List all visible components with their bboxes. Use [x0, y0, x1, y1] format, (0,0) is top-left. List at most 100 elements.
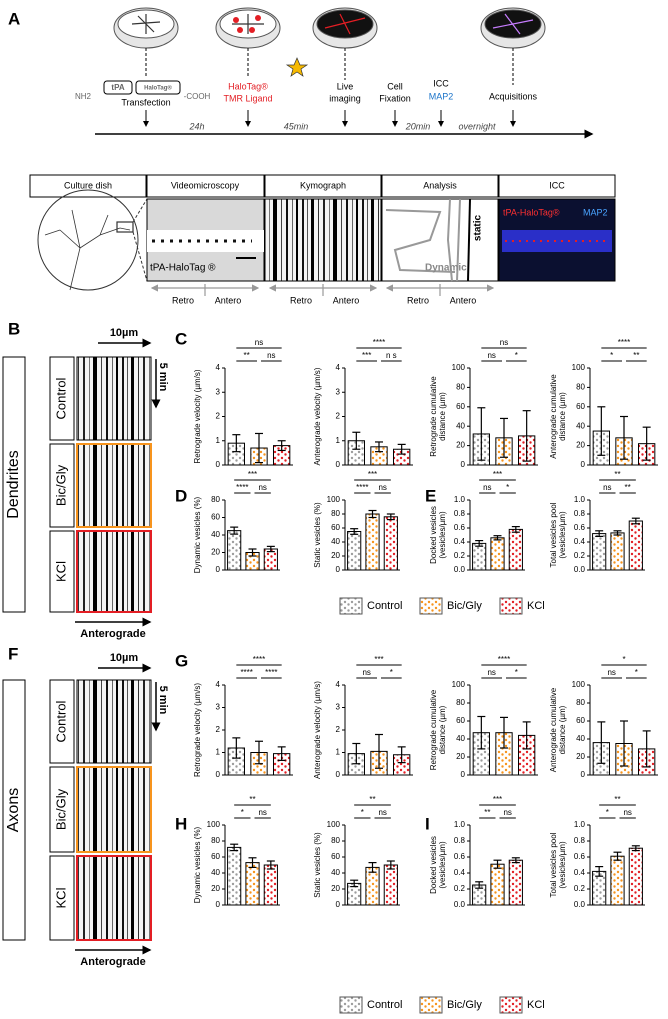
- pipeline-boxes: [29, 174, 616, 198]
- y-axis-label: Retrograde cumulative: [429, 689, 438, 770]
- panel-label: D: [175, 486, 187, 505]
- y-tick-label: 1: [216, 748, 221, 757]
- bar: [610, 855, 625, 906]
- significance-label: **: [633, 351, 639, 360]
- y-tick-label: 0.2: [454, 551, 466, 560]
- y-tick-label: 100: [207, 820, 221, 829]
- step-label: imaging: [329, 93, 361, 103]
- y-axis-label: Total vesicles pool: [549, 832, 558, 897]
- y-tick-label: 0: [461, 460, 466, 469]
- construct-nh2: NH2: [75, 92, 92, 101]
- y-tick-label: 100: [452, 680, 466, 689]
- condition-label: Control: [53, 700, 68, 742]
- y-axis-label: (vesicles/µm): [558, 511, 567, 559]
- y-tick-label: 80: [331, 836, 340, 845]
- y-tick-label: 0: [581, 770, 586, 779]
- bar: [592, 533, 607, 571]
- analysis-label: static: [473, 215, 484, 242]
- significance-label: ***: [248, 470, 257, 479]
- step-label: HaloTag®: [228, 81, 268, 91]
- y-axis-label: Anterograde velocity (µm/s): [313, 681, 322, 779]
- direction-label: Retro: [407, 295, 429, 305]
- y-tick-label: 20: [456, 752, 465, 761]
- star-icon: [285, 57, 309, 77]
- y-tick-label: 60: [576, 716, 585, 725]
- compartment-label: Axons: [5, 788, 22, 832]
- y-tick-label: 2: [336, 412, 341, 421]
- y-tick-label: 0.4: [454, 868, 466, 877]
- direction-label: Anterograde: [80, 628, 145, 640]
- y-tick-label: 60: [456, 402, 465, 411]
- y-tick-label: 60: [456, 716, 465, 725]
- y-tick-label: 0.2: [454, 884, 466, 893]
- direction-label: Antero: [450, 295, 477, 305]
- y-tick-label: 60: [331, 852, 340, 861]
- y-tick-label: 1.0: [454, 820, 466, 829]
- tpa-box: [103, 80, 133, 95]
- y-axis-label: Static vesicles (%): [313, 502, 322, 568]
- y-tick-label: 0: [336, 900, 341, 909]
- step-label: TMR Ligand: [223, 93, 272, 103]
- timeline: [95, 110, 594, 139]
- interval: overnight: [458, 121, 496, 131]
- bar: [245, 862, 260, 906]
- y-axis-label: Retrograde velocity (µm/s): [193, 369, 202, 463]
- y-tick-label: 80: [331, 509, 340, 518]
- condition-box: [49, 356, 75, 441]
- direction-label: Anterograde: [80, 956, 145, 968]
- kymograph: [76, 679, 152, 764]
- bar: [383, 864, 398, 906]
- y-tick-label: 40: [331, 537, 340, 546]
- significance-label: ****: [373, 338, 385, 347]
- interval: 24h: [188, 121, 204, 131]
- y-tick-label: 40: [456, 421, 465, 430]
- y-tick-label: 1: [216, 436, 221, 445]
- y-tick-label: 20: [211, 548, 220, 557]
- y-axis-label: Anterograde velocity (µm/s): [313, 367, 322, 465]
- y-tick-label: 60: [331, 523, 340, 532]
- significance-label: *: [515, 351, 518, 360]
- y-tick-label: 0.6: [574, 852, 586, 861]
- y-tick-label: 0.0: [454, 565, 466, 574]
- significance-label: **: [614, 470, 620, 479]
- analysis-trace: [385, 198, 461, 282]
- y-tick-label: 40: [456, 734, 465, 743]
- y-tick-label: 60: [576, 402, 585, 411]
- condition-box: [49, 443, 75, 528]
- icc-label: MAP2: [583, 207, 608, 217]
- y-tick-label: 0.2: [574, 551, 586, 560]
- y-axis-label: (vesicles/µm): [558, 841, 567, 889]
- compartment-box: [2, 679, 26, 941]
- y-tick-label: 1: [336, 748, 341, 757]
- direction-label: Retro: [290, 295, 312, 305]
- significance-label: *: [390, 668, 393, 677]
- time-label: 5 min: [157, 363, 169, 392]
- kymograph: [76, 855, 152, 941]
- significance-label: **: [369, 795, 375, 804]
- bar: [365, 513, 380, 571]
- significance-label: ns: [487, 351, 495, 360]
- pipeline-label: Videomicroscopy: [171, 180, 240, 190]
- significance-label: ns: [503, 808, 511, 817]
- direction-label: Antero: [333, 295, 360, 305]
- significance-label: ***: [493, 795, 502, 804]
- y-tick-label: 3: [336, 703, 341, 712]
- y-axis-label: Retrograde velocity (µm/s): [193, 683, 202, 777]
- y-axis-label: Anterograde cumulative: [549, 374, 558, 459]
- y-axis-label: Docked vesicles: [429, 506, 438, 564]
- significance-label: ns: [487, 668, 495, 677]
- y-tick-label: 1.0: [574, 495, 586, 504]
- significance-label: ***: [493, 470, 502, 479]
- significance-label: ****: [240, 668, 252, 677]
- significance-label: *: [506, 483, 509, 492]
- condition-label: KCl: [53, 887, 68, 908]
- step-label: Cell: [387, 81, 403, 91]
- y-tick-label: 0.4: [454, 537, 466, 546]
- bar: [472, 542, 487, 571]
- y-tick-label: 80: [456, 698, 465, 707]
- pipeline-label: Culture dish: [64, 180, 112, 190]
- culture-dish-drawing: [37, 189, 148, 291]
- y-tick-label: 0: [461, 770, 466, 779]
- legend-label: Bic/Gly: [447, 999, 482, 1011]
- y-tick-label: 100: [452, 363, 466, 372]
